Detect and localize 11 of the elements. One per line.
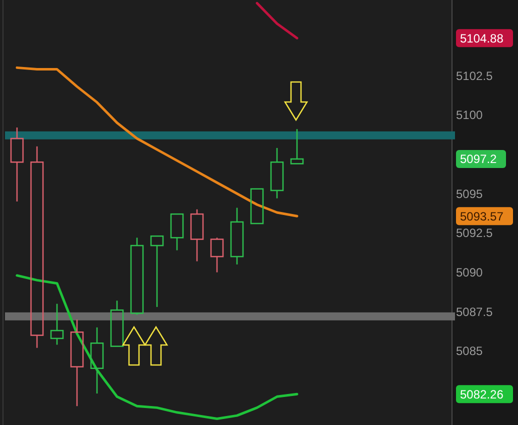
y-tick-label: 5090 [456,266,484,280]
y-tick-label: 5087.5 [456,304,494,319]
text: 5104.88 [460,31,504,46]
y-tick-label: 5102.5 [456,68,494,83]
y-tick-label: 5095 [456,186,484,201]
y-tick-label: 5092.5 [456,226,494,240]
text: 5097.2 [460,152,498,166]
y-tick-label: 5100 [456,108,484,122]
y-tick-label: 5085 [456,344,484,358]
text: 5082.26 [460,387,504,402]
text: 5093.57 [460,209,504,224]
